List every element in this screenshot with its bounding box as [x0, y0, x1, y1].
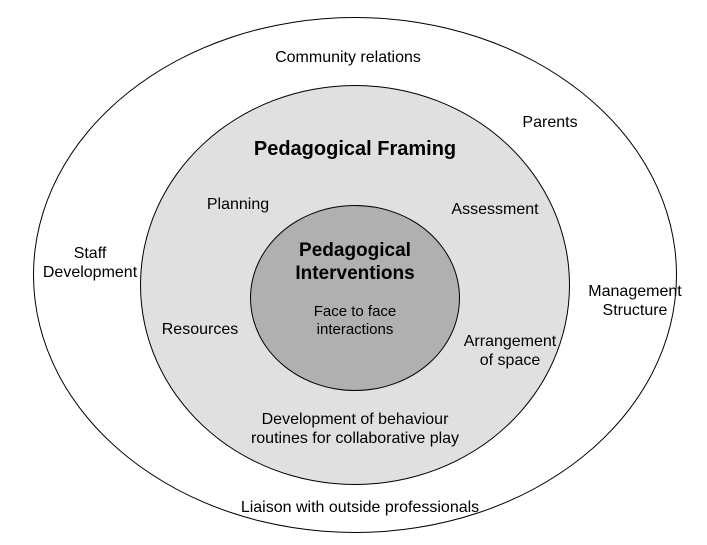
- label-liaison: Liaison with outside professionals: [200, 498, 520, 517]
- label-staff-development: Staff Development: [20, 244, 160, 282]
- inner-ring-title: Pedagogical Interventions: [255, 240, 455, 286]
- pedagogy-diagram: Community relations Parents Staff Develo…: [0, 0, 707, 545]
- label-management-structure: Management Structure: [570, 282, 700, 320]
- label-development: Development of behaviour routines for co…: [200, 410, 510, 448]
- label-planning: Planning: [178, 195, 298, 214]
- inner-ring-subtitle: Face to face interactions: [275, 303, 435, 339]
- label-assessment: Assessment: [430, 200, 560, 219]
- label-resources: Resources: [140, 320, 260, 339]
- label-parents: Parents: [490, 113, 610, 132]
- inner-ring: [250, 205, 460, 391]
- middle-ring-title: Pedagogical Framing: [205, 137, 505, 161]
- label-arrangement: Arrangement of space: [450, 332, 570, 370]
- label-community-relations: Community relations: [218, 48, 478, 67]
